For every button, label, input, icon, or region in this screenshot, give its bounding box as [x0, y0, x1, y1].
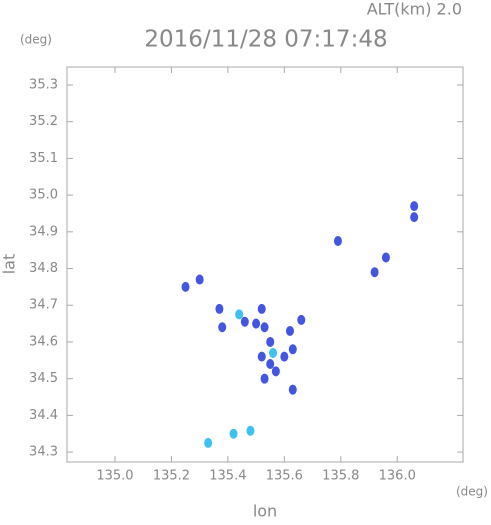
x-tick-label: 135.2	[153, 469, 190, 484]
y-tick-label: 34.3	[29, 445, 58, 460]
echo-cell	[235, 309, 244, 320]
y-tick-label: 34.9	[29, 224, 58, 239]
echo-cell	[271, 366, 280, 377]
echo-cell	[181, 281, 190, 292]
echo-cell	[381, 252, 390, 263]
echo-cell	[266, 358, 275, 369]
y-tick-label: 35.1	[29, 151, 58, 166]
echo-cell	[280, 351, 289, 362]
echo-cell	[229, 428, 238, 439]
y-tick-label: 35.2	[29, 114, 58, 129]
echo-cell	[204, 437, 213, 448]
y-tick-label: 34.5	[29, 371, 58, 386]
y-tick-label: 34.4	[29, 408, 58, 423]
echo-cell	[246, 425, 255, 436]
echo-cell	[333, 236, 342, 247]
echo-cell	[195, 274, 204, 285]
echo-cell	[215, 303, 224, 314]
echo-cell	[288, 384, 297, 395]
y-tick-label: 35.3	[29, 77, 58, 92]
echo-cell	[257, 303, 266, 314]
echo-cell	[297, 314, 306, 325]
echo-cell	[266, 336, 275, 347]
x-label: lon	[253, 502, 277, 521]
plot-frame	[66, 66, 464, 463]
x-tick-label: 136.0	[379, 469, 416, 484]
y-tick-label: 34.6	[29, 334, 58, 349]
y-unit: (deg)	[20, 33, 52, 47]
echo-cell	[252, 318, 261, 329]
echo-cell	[218, 322, 227, 333]
x-tick-label: 135.4	[209, 469, 246, 484]
x-unit: (deg)	[456, 485, 488, 499]
y-label: lat	[0, 254, 19, 275]
echo-cell	[410, 212, 419, 223]
echo-cell	[260, 322, 269, 333]
echo-cell	[288, 344, 297, 355]
x-tick-label: 135.0	[96, 469, 133, 484]
echo-cell	[260, 373, 269, 384]
altitude: ALT(km) 2.0	[367, 0, 462, 19]
echo-cell	[240, 316, 249, 327]
x-tick-label: 135.8	[322, 469, 359, 484]
chart-title: 2016/11/28 07:17:48	[144, 27, 387, 53]
y-tick-label: 34.7	[29, 298, 58, 313]
echo-cell	[370, 267, 379, 278]
x-tick-label: 135.6	[266, 469, 303, 484]
y-tick-label: 35.0	[29, 188, 58, 203]
y-tick-label: 34.8	[29, 261, 58, 276]
echo-cell	[257, 351, 266, 362]
echo-cell	[410, 201, 419, 212]
echo-cell	[285, 325, 294, 336]
echo-cell	[269, 347, 278, 358]
